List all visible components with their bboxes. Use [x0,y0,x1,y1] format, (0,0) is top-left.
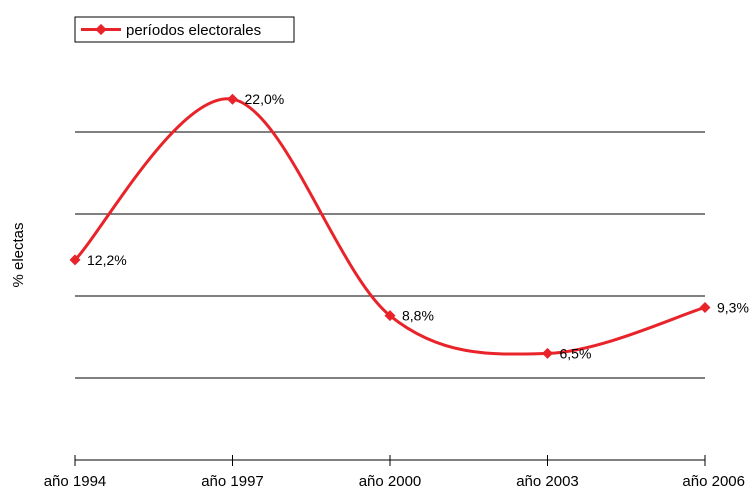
data-point [542,348,553,359]
legend: períodos electorales [75,17,294,42]
x-tick-label: año 2000 [359,473,422,490]
data-label: 9,3% [717,299,749,315]
data-label: 6,5% [560,345,592,361]
data-point [700,302,711,313]
data-point [227,94,238,105]
data-markers [70,94,711,359]
data-label: 8,8% [402,308,434,324]
x-tick-label: año 2003 [516,473,579,490]
x-tick-labels: año 1994 año 1997 año 2000 año 2003 año 2006 [44,473,745,490]
y-axis-label: % electas [10,222,27,287]
x-tick-label: año 1997 [201,473,264,490]
data-label: 12,2% [87,252,127,268]
legend-label: períodos electorales [126,22,261,39]
x-tick-label: año 2006 [682,473,745,490]
data-label: 22,0% [245,91,285,107]
x-tick-label: año 1994 [44,473,107,490]
